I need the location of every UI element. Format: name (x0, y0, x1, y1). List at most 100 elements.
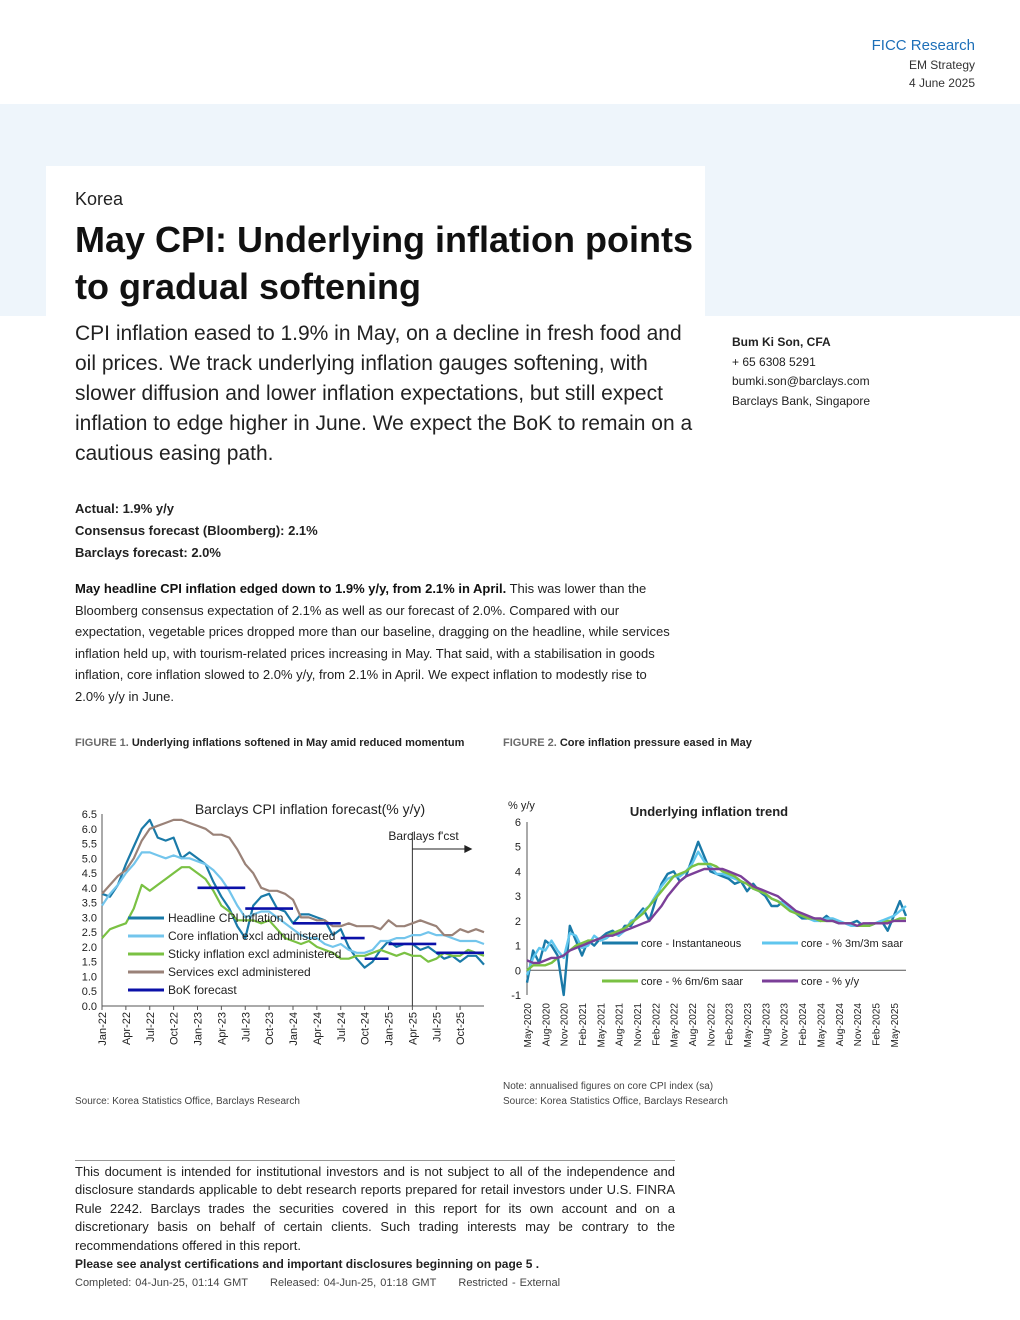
figure2-source: Source: Korea Statistics Office, Barclay… (503, 1096, 728, 1107)
figure1-chart: Barclays CPI inflation forecast(% y/y) 0.… (82, 801, 485, 1046)
author-phone: + 65 6308 5291 (732, 354, 816, 369)
chart1-ytick-label: 2.0 (82, 942, 97, 954)
chart1-title: Barclays CPI inflation forecast(% y/y) (195, 801, 425, 817)
chart1-xtick-label: Jul-23 (240, 1012, 252, 1042)
chart2-ytick-label: 0 (515, 965, 521, 977)
figure1-source: Source: Korea Statistics Office, Barclay… (75, 1096, 300, 1107)
chart1-ytick-label: 3.0 (82, 912, 97, 924)
chart2-legend-label: core - % 6m/6m saar (641, 976, 743, 988)
chart2-xtick-label: Aug-2020 (541, 1003, 552, 1047)
chart2-ylabel: % y/y (508, 800, 535, 812)
chart1-ytick-label: 1.5 (82, 957, 97, 969)
footer-meta: Completed: 04-Jun-25, 01:14 GMT Released… (75, 1277, 578, 1289)
chart1-ytick-label: 6.5 (82, 809, 97, 821)
chart1-ytick-label: 0.5 (82, 986, 97, 998)
chart2-ytick-label: 2 (515, 916, 521, 928)
chart1-xtick-label: Oct-23 (264, 1012, 276, 1045)
figure2-note: Note: annualised figures on core CPI ind… (503, 1081, 714, 1092)
chart1-ytick-label: 6.0 (82, 824, 97, 836)
chart1-xtick-label: Apr-24 (312, 1012, 324, 1045)
chart2-xtick-label: Feb-2021 (578, 1003, 589, 1046)
chart2-xtick-label: Nov-2024 (853, 1003, 864, 1047)
completed-stamp: Completed: 04-Jun-25, 01:14 GMT (75, 1277, 248, 1289)
figure1-caption: FIGURE 1. Underlying inflations softened… (75, 735, 475, 751)
chart2-xtick-label: Nov-2022 (706, 1003, 717, 1047)
classification-label: Restricted - External (458, 1277, 561, 1289)
chart2-ytick-label: -1 (511, 990, 521, 1002)
chart2-ytick-label: 4 (515, 866, 521, 878)
figure2-caption-text: Core inflation pressure eased in May (559, 737, 752, 749)
chart1-xtick-label: Jan-24 (288, 1012, 300, 1046)
chart2-xtick-label: May-2021 (596, 1003, 607, 1048)
page-title: May CPI: Underlying inflation points to … (75, 219, 694, 307)
chart2-xtick-label: May-2020 (523, 1003, 534, 1048)
chart2-xtick-label: May-2022 (670, 1003, 681, 1048)
chart1-xtick-label: Jan-25 (384, 1012, 396, 1046)
chart1-ytick-label: 1.0 (82, 971, 97, 983)
report-header: FICC Research EM Strategy 4 June 2025 (872, 37, 975, 90)
actual-value: Actual: 1.9% y/y (75, 501, 174, 516)
chart2-series-yoy (526, 867, 906, 965)
chart2-xtick-label: Feb-2025 (871, 1003, 882, 1046)
chart2-xtick-label: Feb-2023 (725, 1003, 736, 1046)
chart2-xtick-label: Aug-2024 (835, 1003, 846, 1047)
figure2-caption: FIGURE 2. Core inflation pressure eased … (503, 735, 923, 751)
figure1-caption-text: Underlying inflations softened in May am… (131, 737, 465, 749)
paragraph-body: This was lower than the Bloomberg consen… (75, 581, 670, 704)
chart2-series-m3 (525, 850, 907, 976)
chart1-xtick-label: Jul-24 (336, 1012, 348, 1042)
consensus-value: Consensus forecast (Bloomberg): 2.1% (75, 523, 318, 538)
figure2-label: FIGURE 2. (503, 737, 557, 749)
author-name: Bum Ki Son, CFA (732, 335, 831, 349)
chart1-xtick-label: Apr-25 (407, 1012, 419, 1045)
body-paragraph: May headline CPI inflation edged down to… (75, 578, 675, 707)
chart2-ytick-label: 6 (515, 817, 521, 829)
chart2-xtick-label: Nov-2021 (633, 1003, 644, 1047)
author-block: Bum Ki Son, CFA + 65 6308 5291 bumki.son… (732, 333, 870, 411)
chart1-forecast-arrow-head (464, 845, 473, 853)
chart1-xtick-label: Oct-22 (169, 1012, 181, 1045)
chart2-xtick-label: Nov-2023 (780, 1003, 791, 1047)
chart1-ytick-label: 3.5 (82, 898, 97, 910)
chart1-legend-label: BoK forecast (168, 983, 237, 997)
chart2-legend-label: core - % y/y (801, 976, 860, 988)
forecast-summary: Actual: 1.9% y/y Consensus forecast (Blo… (75, 498, 318, 564)
chart2-xtick-label: May-2024 (816, 1003, 827, 1048)
title-card (46, 166, 705, 316)
chart1-ytick-label: 0.0 (82, 1001, 97, 1013)
author-entity: Barclays Bank, Singapore (732, 393, 871, 408)
chart1-legend-label: Services excl administered (168, 965, 311, 979)
chart1-legend-label: Core inflation excl administered (168, 929, 335, 943)
chart2-legend-label: core - Instantaneous (641, 938, 742, 950)
chart1-xtick-label: Oct-24 (360, 1012, 372, 1045)
paragraph-lead: May headline CPI inflation edged down to… (75, 581, 507, 596)
chart1-legend-label: Sticky inflation excl administered (168, 947, 341, 961)
chart2-xtick-label: May-2025 (890, 1003, 901, 1048)
author-email[interactable]: bumki.son@barclays.com (732, 374, 870, 388)
chart1-ytick-label: 5.5 (82, 839, 97, 851)
chart1-xtick-label: Jan-23 (193, 1012, 205, 1046)
disclosures-notice[interactable]: Please see analyst certifications and im… (75, 1257, 540, 1271)
chart2-series-inst (525, 840, 908, 997)
released-stamp: Released: 04-Jun-25, 01:18 GMT (270, 1277, 437, 1289)
chart2-xtick-label: Aug-2022 (688, 1003, 699, 1047)
intro-summary: CPI inflation eased to 1.9% in May, on a… (75, 322, 693, 465)
figure1-label: FIGURE 1. (75, 737, 129, 749)
chart1-series-core (101, 851, 485, 954)
chart1-forecast-annotation: Barclays f'cst (388, 829, 459, 843)
chart1-xtick-label: Jul-22 (145, 1012, 157, 1042)
chart1-ytick-label: 2.5 (82, 927, 97, 939)
chart2-xtick-label: Nov-2020 (560, 1003, 571, 1047)
chart2-title: Underlying inflation trend (630, 804, 788, 819)
barclays-forecast-value: Barclays forecast: 2.0% (75, 545, 221, 560)
chart2-ytick-label: 1 (515, 941, 521, 953)
chart1-xtick-label: Jul-25 (431, 1012, 443, 1042)
chart1-xtick-label: Apr-23 (216, 1012, 228, 1045)
disclaimer-text: This document is intended for institutio… (75, 1160, 675, 1255)
chart1-ytick-label: 4.5 (82, 868, 97, 880)
figure2-chart: % y/y Underlying inflation trend -1 0 1 2 3 4 5 6… (508, 800, 908, 1048)
chart1-ytick-label: 4.0 (82, 883, 97, 895)
chart2-series-m6 (526, 862, 906, 972)
chart1-series-services (101, 818, 485, 937)
report-date: 4 June 2025 (908, 76, 975, 90)
